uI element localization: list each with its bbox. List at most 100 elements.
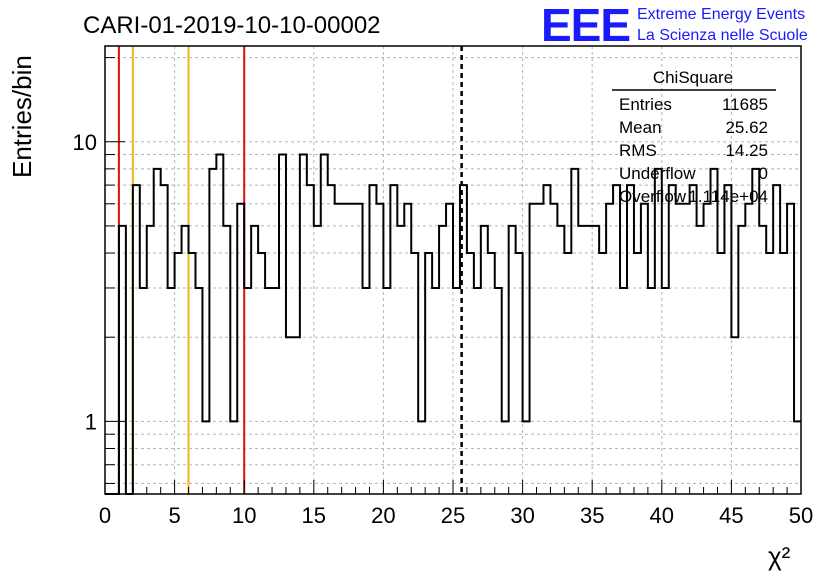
histogram-bin: [404, 204, 411, 494]
histogram-bin: [585, 226, 592, 494]
histogram-bin: [286, 337, 293, 494]
histogram-bin: [717, 253, 724, 494]
histogram-bin: [745, 204, 752, 494]
stats-value: 11685: [722, 95, 768, 114]
histogram-bin: [439, 226, 446, 494]
histogram-bin: [474, 288, 481, 494]
x-tick-label: 15: [302, 503, 326, 528]
histogram-bin: [161, 185, 168, 494]
x-tick-label: 40: [650, 503, 674, 528]
eee-line2: La Scienza nelle Scuole: [637, 27, 808, 44]
histogram-bin: [182, 226, 189, 494]
histogram-bin: [481, 226, 488, 494]
histogram-bin: [683, 204, 690, 494]
histogram-bin: [376, 204, 383, 494]
histogram-bin: [752, 169, 759, 494]
histogram-bin: [759, 226, 766, 494]
stats-label: Underflow: [619, 164, 696, 183]
histogram-bin: [655, 169, 662, 494]
histogram-bin: [697, 226, 704, 494]
histogram-bin: [787, 204, 794, 494]
histogram-bin: [265, 288, 272, 494]
histogram-bin: [550, 204, 557, 494]
histogram-bin: [773, 185, 780, 494]
histogram-bin: [592, 226, 599, 494]
histogram-outline: [105, 153, 801, 495]
stats-value: 25.62: [725, 118, 768, 137]
x-tick-label: 25: [441, 503, 465, 528]
histogram-bin: [446, 204, 453, 494]
stats-rows: Entries 11685 Mean 25.62 RMS 14.25 Underflow 0 O…: [619, 95, 768, 206]
histogram-bin: [279, 155, 286, 494]
histogram-bin: [467, 253, 474, 494]
histogram-bin: [453, 288, 460, 494]
x-tick-label: 20: [371, 503, 395, 528]
histogram-bin: [390, 185, 397, 494]
histogram-bin: [154, 169, 161, 494]
histogram-bin: [209, 169, 216, 494]
histogram-bin: [369, 185, 376, 494]
axis-ticks: [104, 57, 802, 494]
histogram-bin: [460, 185, 467, 494]
histogram-bin: [766, 253, 773, 494]
eee-logo: EEE Extreme Energy Events La Scienza nel…: [541, 0, 808, 51]
histogram-bin: [251, 226, 258, 494]
tick-labels: 0 5 10 15 20 25 30 35 40 45 50 1 10: [73, 130, 814, 528]
histogram-bin: [195, 288, 202, 494]
histogram-bin: [564, 253, 571, 494]
x-tick-label: 50: [789, 503, 813, 528]
stats-label: RMS: [619, 141, 657, 160]
histogram-bin: [676, 204, 683, 494]
x-axis-label: χ²: [768, 541, 791, 571]
y-tick-label: 10: [73, 130, 97, 155]
histogram-bin: [383, 288, 390, 494]
y-axis-label: Entries/bin: [7, 55, 37, 178]
histogram-bars: [105, 153, 801, 495]
histogram-bin: [397, 226, 404, 494]
histogram-bin: [133, 185, 140, 494]
histogram-bin: [216, 155, 223, 494]
histogram-bin: [537, 204, 544, 494]
histogram-bin: [363, 288, 370, 494]
stats-label: Mean: [619, 118, 662, 137]
stats-label: Overflow: [619, 187, 687, 206]
histogram-bin: [237, 204, 244, 494]
histogram-bin: [119, 226, 126, 494]
histogram-bin: [690, 185, 697, 494]
y-tick-label: 1: [85, 409, 97, 434]
histogram-bin: [356, 204, 363, 494]
eee-line1: Extreme Energy Events: [637, 6, 805, 23]
histogram-bin: [495, 288, 502, 494]
histogram-bin: [223, 226, 230, 494]
stats-value: 0: [759, 164, 768, 183]
histogram-bin: [634, 253, 641, 494]
histogram-bin: [300, 155, 307, 494]
histogram-bin: [641, 204, 648, 494]
histogram-bin: [599, 253, 606, 494]
histogram-bin: [557, 226, 564, 494]
histogram-bin: [780, 253, 787, 494]
histogram-bin: [335, 204, 342, 494]
histogram-bin: [258, 253, 265, 494]
histogram-bin: [648, 288, 655, 494]
histogram-bin: [342, 204, 349, 494]
histogram-bin: [140, 288, 147, 494]
histogram-bin: [189, 253, 196, 494]
histogram-bin: [321, 155, 328, 494]
histogram-bin: [543, 185, 550, 494]
histogram-bin: [711, 169, 718, 494]
histogram-bin: [432, 288, 439, 494]
histogram-bin: [738, 226, 745, 494]
reference-lines: [117, 46, 463, 494]
histogram-bin: [704, 204, 711, 494]
histogram-bin: [669, 185, 676, 494]
eee-logo-text: EEE: [541, 0, 630, 51]
histogram-bin: [328, 185, 335, 494]
histogram-bin: [147, 226, 154, 494]
histogram-bin: [662, 288, 669, 494]
histogram-bin: [530, 204, 537, 494]
histogram-bin: [175, 253, 182, 494]
x-tick-label: 5: [168, 503, 180, 528]
chart-title: CARI-01-2019-10-10-00002: [83, 12, 381, 39]
